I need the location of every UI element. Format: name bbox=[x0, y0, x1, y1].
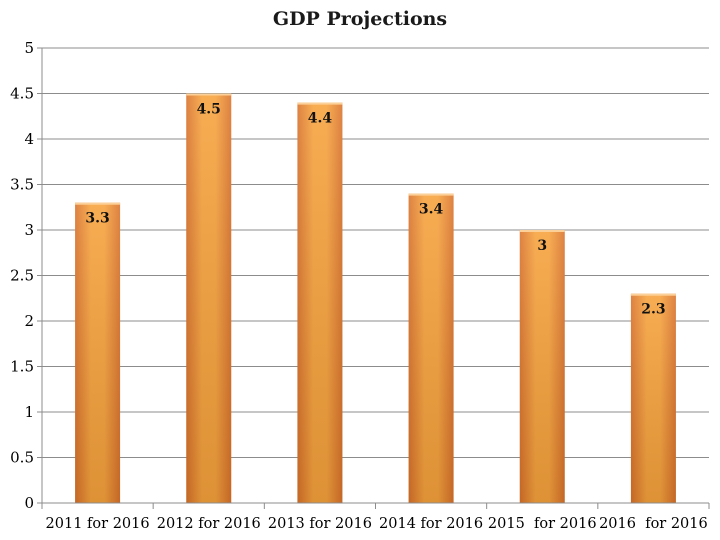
bars bbox=[75, 93, 676, 503]
y-tick-label: 0 bbox=[24, 494, 34, 512]
data-label: 3.4 bbox=[419, 202, 444, 218]
bar bbox=[408, 193, 454, 503]
y-tick-label: 2.5 bbox=[10, 267, 34, 285]
data-label: 4.4 bbox=[308, 111, 333, 127]
bar-shade bbox=[408, 193, 454, 503]
data-label: 2.3 bbox=[641, 302, 665, 318]
x-tick-label: 2015 for 2016 bbox=[488, 516, 597, 532]
bar-top-highlight bbox=[297, 102, 343, 105]
y-tick-label: 4.5 bbox=[10, 85, 34, 103]
bar bbox=[297, 102, 343, 503]
y-tick-label: 2 bbox=[24, 312, 34, 330]
y-tick-label: 1 bbox=[24, 403, 34, 421]
bar-shade bbox=[75, 202, 121, 503]
y-tick-label: 3.5 bbox=[10, 176, 34, 194]
y-axis-ticks: 0 0.5 1 1.5 2 2.5 3 3.5 4 4.5 5 bbox=[10, 39, 34, 512]
bar bbox=[519, 230, 565, 503]
y-tick-label: 3 bbox=[24, 221, 34, 239]
chart-title: GDP Projections bbox=[273, 8, 447, 30]
data-label: 3.3 bbox=[85, 211, 109, 227]
y-tick-label: 4 bbox=[24, 130, 34, 148]
bar-shade bbox=[297, 102, 343, 503]
bar bbox=[630, 293, 676, 503]
x-tick-label: 2012 for 2016 bbox=[157, 516, 261, 532]
bar-top-highlight bbox=[408, 193, 454, 196]
bar bbox=[75, 202, 121, 503]
bar-shade bbox=[519, 230, 565, 503]
y-tick-label: 1.5 bbox=[10, 358, 34, 376]
x-axis-ticks: 2011 for 2016 2012 for 2016 2013 for 2016 2… bbox=[41, 503, 710, 532]
data-label: 3 bbox=[537, 238, 547, 254]
y-tick-label: 5 bbox=[24, 39, 34, 57]
data-labels: 3.3 4.5 4.4 3.4 3 2.3 bbox=[85, 102, 665, 318]
data-label: 4.5 bbox=[197, 102, 221, 118]
bar-shade bbox=[186, 93, 232, 503]
x-tick-label: 2013 for 2016 bbox=[268, 516, 372, 532]
bar-shade bbox=[630, 293, 676, 503]
gridlines bbox=[37, 47, 709, 504]
bar-top-highlight bbox=[186, 93, 232, 96]
x-tick-label: 2016 for 2016 bbox=[599, 516, 708, 532]
bar-top-highlight bbox=[75, 202, 121, 205]
bar-top-highlight bbox=[519, 230, 565, 232]
x-tick-label: 2014 for 2016 bbox=[379, 516, 483, 532]
bar-top-highlight bbox=[630, 293, 676, 296]
x-tick-label: 2011 for 2016 bbox=[46, 516, 150, 532]
bar bbox=[186, 93, 232, 503]
y-tick-label: 0.5 bbox=[10, 449, 34, 467]
